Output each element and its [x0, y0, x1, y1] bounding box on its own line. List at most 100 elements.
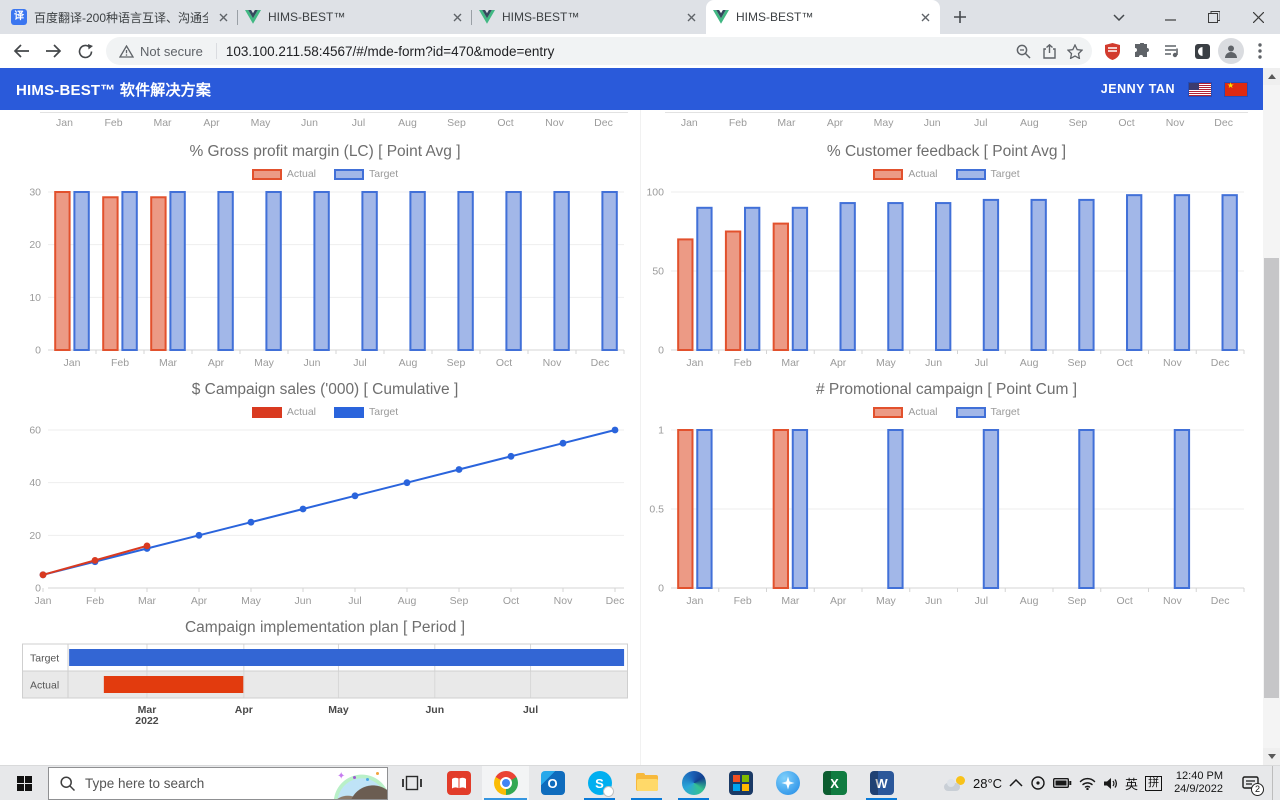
- month-label: Jan: [680, 117, 698, 129]
- notification-badge: 2: [1251, 782, 1264, 796]
- tab-hims-best-active[interactable]: HIMS-BEST™: [706, 0, 940, 34]
- svg-text:60: 60: [29, 425, 41, 437]
- windows-logo-icon: [16, 775, 32, 791]
- svg-text:Jun: Jun: [425, 704, 444, 716]
- chart-legend: Actual Target: [645, 166, 1248, 182]
- legend-item-actual[interactable]: Actual: [873, 168, 938, 180]
- tab-close-icon[interactable]: [683, 9, 699, 25]
- profile-avatar[interactable]: [1218, 38, 1244, 64]
- ime-indicator[interactable]: 拼: [1145, 775, 1163, 791]
- svg-text:Nov: Nov: [543, 357, 562, 369]
- svg-text:50: 50: [652, 266, 664, 278]
- volume-icon[interactable]: [1103, 777, 1118, 790]
- media-playlist-icon[interactable]: [1158, 37, 1186, 65]
- bookmark-star-icon[interactable]: [1062, 38, 1088, 64]
- tab-hims-best-1[interactable]: HIMS-BEST™: [238, 0, 472, 34]
- svg-text:Mar: Mar: [138, 704, 157, 716]
- zoom-icon[interactable]: [1010, 38, 1036, 64]
- legend-item-actual[interactable]: Actual: [873, 406, 938, 418]
- chart-title: % Customer feedback [ Point Avg ]: [826, 143, 1067, 160]
- svg-text:Dec: Dec: [606, 595, 625, 607]
- books-icon: [446, 771, 471, 795]
- legend-item-target[interactable]: Target: [955, 406, 1020, 418]
- temperature-label[interactable]: 28°C: [973, 775, 1003, 791]
- target-swatch: [955, 406, 986, 418]
- taskbar-app-excel[interactable]: X: [811, 766, 858, 800]
- reload-icon[interactable]: [70, 36, 100, 66]
- tab-close-icon[interactable]: [917, 9, 933, 25]
- chart-campaign-implementation-plan: Campaign implementation plan [ Period ] …: [22, 616, 628, 746]
- action-center-button[interactable]: 2: [1235, 766, 1265, 800]
- forward-icon[interactable]: [38, 36, 68, 66]
- tab-close-icon[interactable]: [449, 9, 465, 25]
- month-label: Oct: [1118, 117, 1135, 129]
- tab-search-chevron-icon[interactable]: [1102, 0, 1136, 34]
- svg-text:Jan: Jan: [686, 595, 703, 607]
- start-button[interactable]: [0, 766, 48, 800]
- svg-text:Oct: Oct: [1116, 595, 1132, 607]
- menu-dots-icon[interactable]: [1246, 37, 1274, 65]
- show-desktop-button[interactable]: [1272, 766, 1277, 800]
- svg-text:Oct: Oct: [1116, 357, 1132, 369]
- wifi-icon[interactable]: [1079, 777, 1096, 790]
- svg-text:Jun: Jun: [295, 595, 312, 607]
- month-label: Feb: [104, 117, 123, 129]
- legend-item-target[interactable]: Target: [334, 406, 398, 418]
- month-label: Mar: [153, 117, 172, 129]
- target-swatch: [334, 168, 364, 180]
- minimize-button[interactable]: [1148, 0, 1192, 34]
- restore-button[interactable]: [1192, 0, 1236, 34]
- language-indicator[interactable]: 英: [1125, 776, 1139, 792]
- month-label: Aug: [398, 117, 417, 129]
- cn-flag-icon[interactable]: [1225, 81, 1247, 96]
- taskbar-clock[interactable]: 12:40 PM 24/9/2022: [1174, 770, 1223, 796]
- weather-icon[interactable]: [944, 775, 966, 791]
- svg-text:20: 20: [29, 530, 41, 542]
- svg-text:May: May: [241, 595, 262, 607]
- extensions-puzzle-icon[interactable]: [1128, 37, 1156, 65]
- chevron-up-icon[interactable]: [1009, 779, 1023, 787]
- svg-text:Apr: Apr: [830, 357, 847, 369]
- legend-item-actual[interactable]: Actual: [251, 168, 316, 180]
- month-label: May: [250, 117, 271, 129]
- taskbar-app-store[interactable]: [717, 766, 764, 800]
- close-window-button[interactable]: [1236, 0, 1280, 34]
- scrollbar-thumb[interactable]: [1264, 258, 1279, 698]
- svg-text:10: 10: [29, 292, 41, 304]
- svg-text:40: 40: [29, 477, 41, 489]
- taskbar-app-books[interactable]: [435, 766, 482, 800]
- address-bar[interactable]: Not secure 103.100.211.58:4567/#/mde-for…: [106, 37, 1092, 65]
- taskbar-app-safari[interactable]: [764, 766, 811, 800]
- dark-reader-icon[interactable]: [1188, 37, 1216, 65]
- battery-icon[interactable]: [1053, 777, 1072, 789]
- svg-text:Aug: Aug: [398, 595, 417, 607]
- us-flag-icon[interactable]: [1189, 82, 1211, 96]
- tab-close-icon[interactable]: [215, 9, 231, 25]
- svg-text:Mar: Mar: [159, 357, 178, 369]
- legend-item-target[interactable]: Target: [334, 168, 398, 180]
- legend-item-actual[interactable]: Actual: [251, 406, 316, 418]
- scrollbar-up-icon[interactable]: [1263, 68, 1280, 85]
- svg-text:Apr: Apr: [191, 595, 208, 607]
- taskbar-app-outlook[interactable]: O: [529, 766, 576, 800]
- meet-now-icon[interactable]: [1030, 775, 1046, 791]
- taskbar-app-skype[interactable]: S: [576, 766, 623, 800]
- taskbar-search[interactable]: Type here to search ✦: [48, 766, 388, 800]
- svg-text:Apr: Apr: [208, 357, 225, 369]
- adblock-shield-icon[interactable]: [1098, 37, 1126, 65]
- share-icon[interactable]: [1036, 38, 1062, 64]
- new-tab-button[interactable]: [946, 3, 974, 31]
- legend-item-target[interactable]: Target: [955, 168, 1020, 180]
- task-view-button[interactable]: [388, 766, 435, 800]
- bar-chart-plot: 0 50 100 Jan Feb Mar Apr May Jun Jul Aug Sep Oct Nov D…: [646, 187, 1245, 369]
- tab-hims-best-2[interactable]: HIMS-BEST™: [472, 0, 706, 34]
- chart-legend: Actual Target: [645, 404, 1248, 420]
- taskbar-app-word[interactable]: W: [858, 766, 905, 800]
- taskbar-app-edge[interactable]: [670, 766, 717, 800]
- taskbar-app-file-explorer[interactable]: [623, 766, 670, 800]
- scrollbar-down-icon[interactable]: [1263, 748, 1280, 765]
- taskbar-app-chrome[interactable]: [482, 765, 529, 800]
- tab-baidu-translate[interactable]: 译 百度翻译-200种语言互译、沟通全: [4, 0, 238, 34]
- partial-chart-month-axis-left: Jan Feb Mar Apr May Jun Jul Aug Sep Oct Nov Dec: [40, 112, 628, 129]
- back-icon[interactable]: [6, 36, 36, 66]
